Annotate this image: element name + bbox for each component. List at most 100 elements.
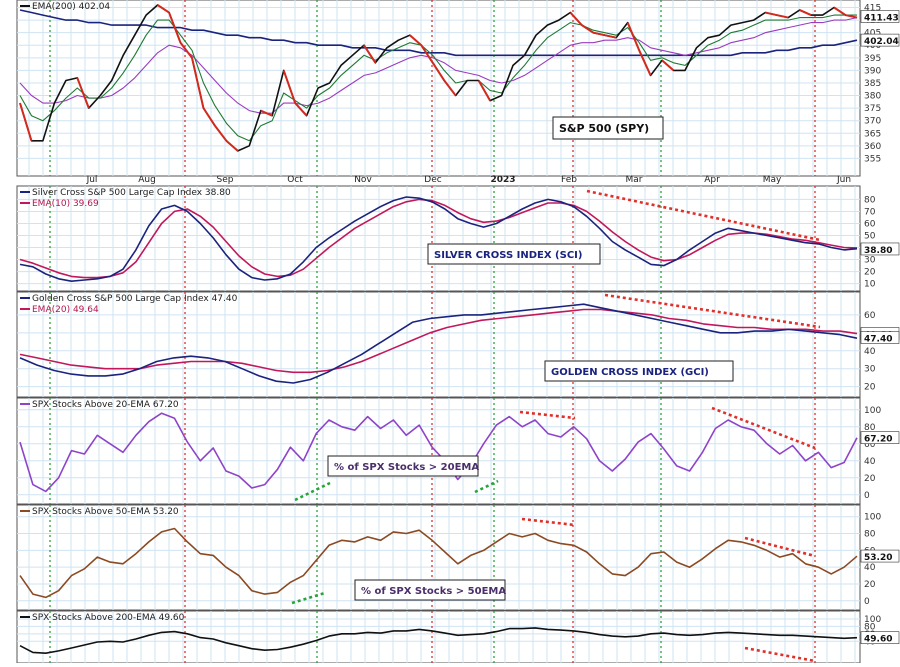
price-bar-down: [569, 11, 583, 26]
series-line: [19, 308, 858, 374]
y-tick-label: 100: [864, 615, 881, 625]
y-tick-label: 10: [864, 280, 876, 290]
y-tick-label: 30: [864, 365, 876, 375]
last-value-label: 67.20: [864, 435, 892, 445]
x-tick-label: Jun: [836, 175, 851, 185]
y-tick-label: 70: [864, 207, 876, 217]
y-tick-label: 60: [864, 311, 876, 321]
last-value-tag: [860, 631, 900, 645]
panel-above20: 0 20 40 60 80 100 SPX Stocks Above 20-EMA 67.2…: [16, 397, 900, 505]
annotation-box: [552, 116, 664, 140]
x-tick-label: Jul: [86, 175, 98, 185]
x-tick-label: Aug: [138, 175, 156, 185]
y-tick-label: 370: [864, 117, 881, 127]
x-tick-label: Mar: [626, 175, 643, 185]
trendline-green: [474, 479, 499, 494]
series-line: [19, 303, 858, 384]
last-value-tag: [860, 549, 900, 563]
y-tick-label: 50: [864, 231, 876, 241]
trendline-red: [586, 189, 821, 242]
panel-frame: [16, 291, 861, 398]
price-bar-down: [202, 107, 216, 127]
y-tick-label: 390: [864, 66, 881, 76]
price-bar-down: [282, 70, 297, 104]
trendline-red: [711, 406, 816, 450]
panel-SCI: 1020304050607080Silver Cross S&P 500 Lar…: [16, 185, 900, 292]
panel-frame: [16, 0, 861, 177]
last-value-label: 411.43: [864, 13, 899, 23]
y-tick-label: 0: [864, 597, 870, 607]
y-tick-label: 20: [864, 474, 876, 484]
y-tick-label: 80: [864, 622, 876, 632]
y-tick-label: 20: [864, 383, 876, 393]
panel-frame: [16, 397, 861, 505]
series-line: [19, 14, 857, 142]
y-tick-label: 100: [864, 513, 881, 523]
last-value-tag: [860, 10, 900, 23]
panel-price: 355360365370375380385390395400405410415E…: [16, 0, 900, 177]
x-tick-label: Apr: [704, 175, 720, 185]
legend-entry: SPX Stocks Above 20-EMA 67.20: [32, 400, 179, 410]
price-bar-down: [179, 42, 193, 59]
series-line: [19, 412, 858, 493]
y-tick-label: 40: [864, 347, 876, 357]
price-bar-down: [225, 140, 239, 152]
price-bar-down: [593, 31, 605, 37]
series-line: [19, 627, 858, 654]
y-tick-label: 375: [864, 104, 881, 114]
y-tick-label: 100: [864, 406, 881, 416]
legend-entry: SPX Stocks Above 50-EMA 53.20: [32, 507, 179, 517]
annotation-box: [354, 579, 506, 601]
trendline-red: [521, 517, 576, 527]
price-bar-down: [799, 9, 812, 16]
annotation-label: SILVER CROSS INDEX (SCI): [434, 250, 582, 261]
series-line: [19, 198, 858, 279]
annotation-label: S&P 500 (SPY): [559, 122, 649, 135]
legend-entry: EMA(200) 402.04: [32, 2, 110, 12]
price-bar-down: [363, 44, 377, 64]
annotation-box: [427, 243, 601, 265]
x-tick-label: 2023: [490, 175, 515, 185]
series-line: [19, 9, 858, 57]
series-line: [19, 17, 858, 114]
y-tick-label: 395: [864, 54, 881, 64]
y-tick-label: 415: [864, 4, 881, 14]
price-bar-down: [260, 109, 273, 117]
y-tick-label: 365: [864, 129, 881, 139]
annotation-box: [544, 360, 734, 382]
annotation-label: % of SPX Stocks > 50EMA: [361, 586, 506, 597]
last-value-tag: [860, 331, 900, 344]
annotation-label: GOLDEN CROSS INDEX (GCI): [551, 367, 709, 378]
price-bar-down: [191, 57, 205, 109]
last-value-label: 47.40: [864, 335, 892, 345]
trendline-green: [294, 481, 331, 502]
price-bar-down: [157, 4, 170, 14]
last-value-label: 402.04: [864, 37, 899, 47]
y-tick-label: 80: [864, 195, 876, 205]
y-tick-label: 80: [864, 530, 876, 540]
series-line: [19, 527, 858, 599]
last-value-label: 49.60: [864, 635, 892, 645]
trendline-red: [744, 536, 816, 558]
x-tick-label: May: [763, 175, 782, 185]
panel-frame: [16, 185, 861, 292]
legend-entry: Silver Cross S&P 500 Large Cap Index 38.…: [32, 188, 231, 198]
y-tick-label: 355: [864, 154, 881, 164]
price-bar-down: [76, 77, 90, 109]
price-bar-down: [604, 34, 617, 39]
price-bar-down: [581, 24, 594, 34]
y-tick-label: 60: [864, 440, 876, 450]
series-line: [19, 196, 858, 282]
price-bar-down: [19, 102, 33, 142]
price-bar-down: [626, 22, 641, 51]
y-tick-label: 405: [864, 29, 881, 39]
price-bar-down: [833, 6, 847, 16]
y-tick-label: 20: [864, 268, 876, 278]
y-tick-label: 0: [864, 491, 870, 501]
last-value-tag: [860, 242, 900, 256]
legend-entry: EMA(20) 49.64: [32, 305, 99, 315]
trendline-red: [604, 293, 821, 329]
legend-entry: Golden Cross S&P 500 Large Cap Index 47.…: [32, 294, 238, 304]
